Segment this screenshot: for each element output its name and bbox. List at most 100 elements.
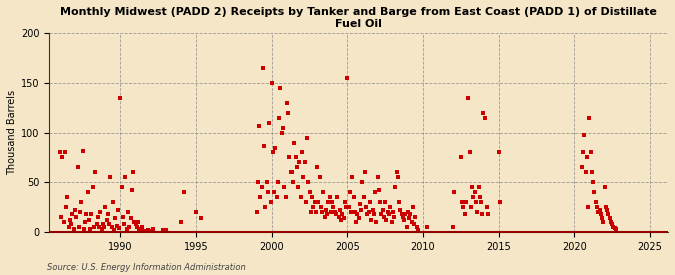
Point [288,230,298,234]
Point [519,230,530,234]
Point [463,96,474,100]
Point [254,230,265,234]
Point [474,230,485,234]
Point [135,230,146,234]
Point [597,230,608,234]
Point [398,215,408,219]
Point [184,230,194,234]
Point [139,229,150,233]
Point [561,230,572,234]
Point [583,230,593,234]
Point [207,230,217,234]
Point [53,230,63,234]
Point [156,230,167,234]
Point [368,230,379,234]
Point [535,230,545,234]
Point [59,150,70,155]
Point [384,230,395,234]
Point [371,220,382,224]
Point [381,218,392,222]
Point [119,230,130,234]
Point [45,230,56,234]
Point [88,230,99,234]
Point [379,230,390,234]
Point [373,230,384,234]
Point [420,230,431,234]
Point [628,230,639,234]
Point [431,230,441,234]
Point [507,230,518,234]
Point [612,230,623,234]
Point [173,230,184,234]
Point [350,210,360,214]
Point [63,230,74,234]
Point [538,230,549,234]
Point [404,216,414,220]
Point [468,230,479,234]
Point [260,205,271,209]
Point [625,230,636,234]
Point [230,230,240,234]
Point [452,230,463,234]
Point [175,230,186,234]
Point [542,230,553,234]
Point [408,205,418,209]
Point [482,205,493,209]
Point [585,150,596,155]
Point [115,96,126,100]
Point [342,76,353,80]
Point [359,230,370,234]
Point [286,230,297,234]
Point [330,230,341,234]
Point [84,218,95,222]
Point [66,222,77,226]
Point [576,165,587,170]
Point [151,230,162,234]
Point [244,230,255,234]
Point [556,230,566,234]
Point [369,230,380,234]
Point [629,230,640,234]
Point [622,230,633,234]
Point [227,230,238,234]
Point [329,230,340,234]
Point [454,230,464,234]
Y-axis label: Thousand Barrels: Thousand Barrels [7,90,17,175]
Point [500,230,511,234]
Point [167,230,178,234]
Point [385,205,396,209]
Point [560,230,570,234]
Point [248,230,259,234]
Point [51,230,62,234]
Point [166,230,177,234]
Point [48,230,59,234]
Point [142,228,153,232]
Point [382,230,393,234]
Point [125,230,136,234]
Point [473,185,484,189]
Point [334,208,345,212]
Point [317,230,328,234]
Point [504,230,515,234]
Point [324,230,335,234]
Point [526,230,537,234]
Point [86,212,97,216]
Point [266,230,277,234]
Point [605,220,616,224]
Point [535,230,546,234]
Point [466,230,477,234]
Point [631,230,642,234]
Point [480,230,491,234]
Point [301,230,312,234]
Point [389,230,400,234]
Point [484,230,495,234]
Point [308,205,319,209]
Point [101,230,111,234]
Point [58,220,69,224]
Point [262,230,273,234]
Point [107,230,117,234]
Point [93,230,104,234]
Point [588,180,599,185]
Point [60,230,71,234]
Point [658,230,669,234]
